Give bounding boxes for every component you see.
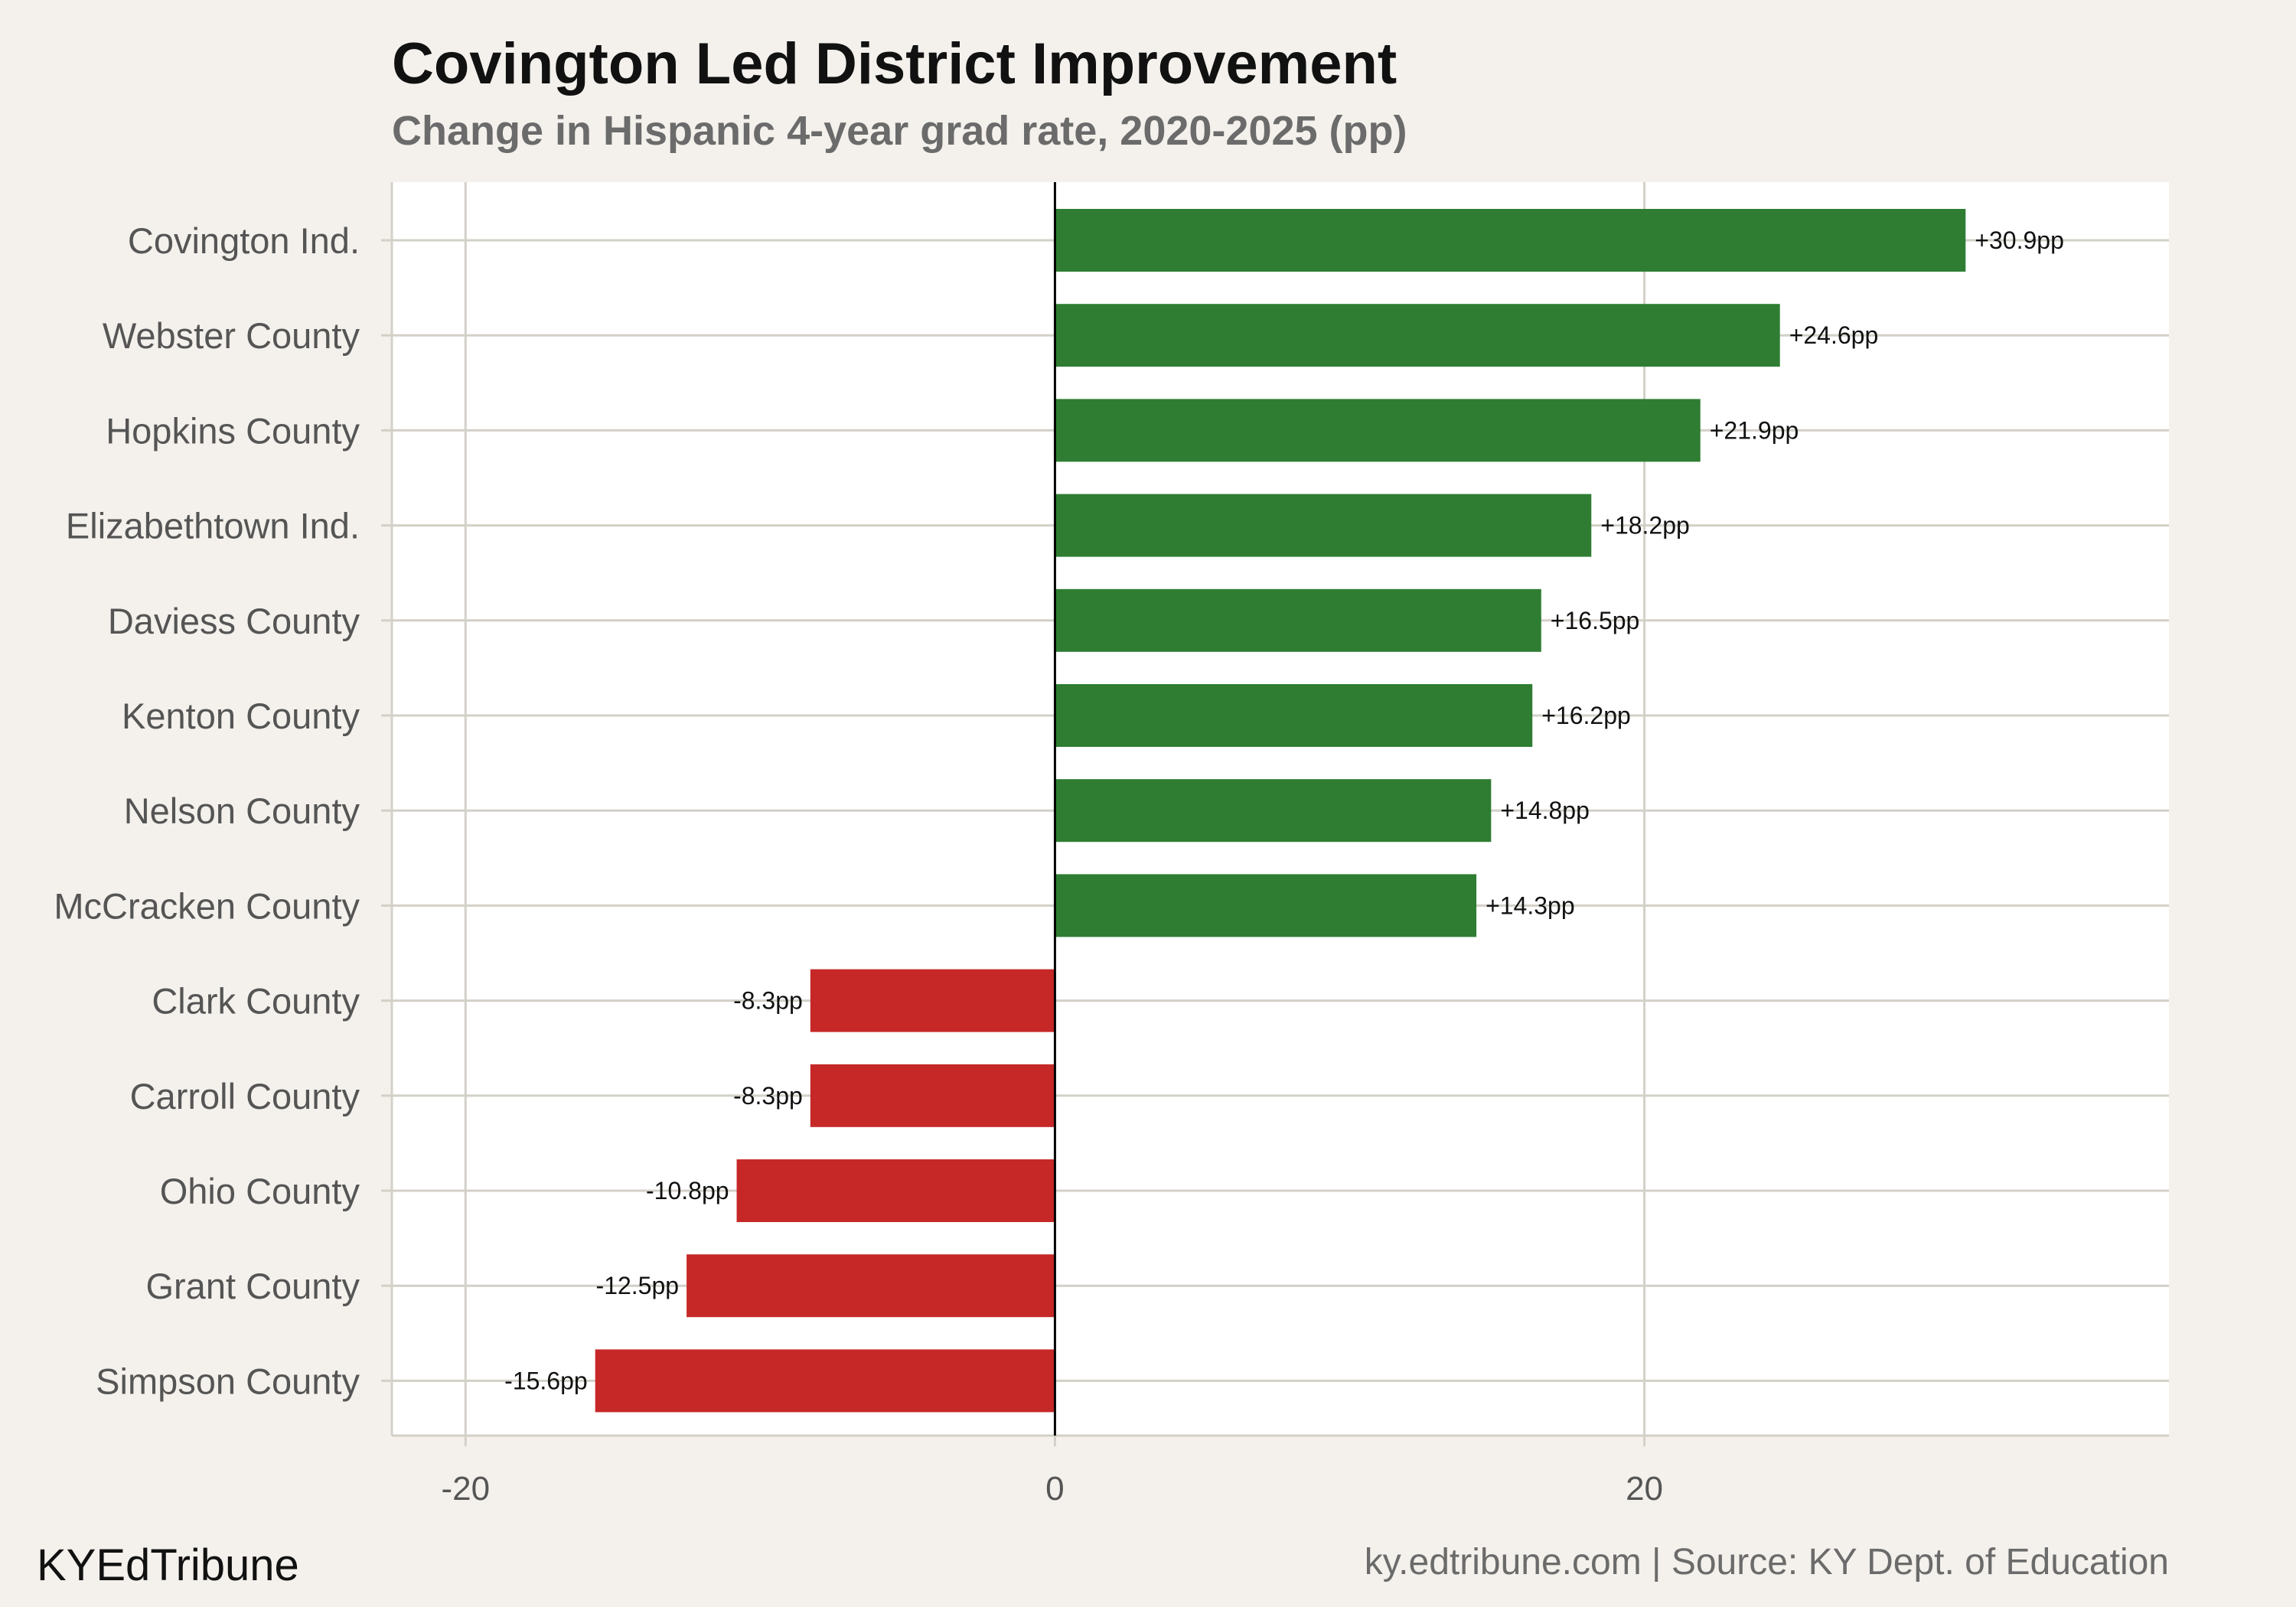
data-label: -12.5pp: [596, 1272, 680, 1299]
bar-grant-county: [687, 1254, 1055, 1318]
bar-clark-county: [810, 969, 1055, 1032]
data-label: -15.6pp: [504, 1367, 588, 1394]
category-label: Clark County: [152, 981, 360, 1022]
category-label: McCracken County: [54, 885, 360, 926]
bar-elizabethtown-ind: [1055, 494, 1592, 557]
chart-subtitle: Change in Hispanic 4-year grad rate, 202…: [392, 108, 1407, 154]
bar-hopkins-county: [1055, 399, 1701, 462]
chart-title: Covington Led District Improvement: [392, 31, 1397, 96]
data-label: +14.3pp: [1486, 892, 1575, 919]
data-label: +16.2pp: [1541, 702, 1631, 729]
x-tick-label: -20: [441, 1470, 490, 1508]
bar-mccracken-county: [1055, 874, 1477, 937]
brand-name: KYEdTribune: [37, 1540, 299, 1590]
bar-carroll-county: [810, 1064, 1055, 1127]
data-label: +21.9pp: [1710, 416, 1799, 444]
data-label: +30.9pp: [1975, 227, 2064, 254]
category-label: Ohio County: [160, 1171, 360, 1211]
category-label: Carroll County: [130, 1076, 360, 1116]
bar-simpson-county: [595, 1349, 1055, 1413]
x-tick-label: 20: [1626, 1470, 1663, 1508]
category-label: Covington Ind.: [128, 220, 360, 261]
category-label: Nelson County: [124, 790, 360, 831]
category-label: Elizabethtown Ind.: [66, 506, 360, 546]
bar-kenton-county: [1055, 684, 1533, 747]
bar-covington-ind: [1055, 209, 1966, 272]
data-label: +18.2pp: [1600, 512, 1690, 539]
data-label: +16.5pp: [1551, 607, 1640, 634]
data-label: -8.3pp: [733, 1082, 803, 1110]
x-tick-label: 0: [1045, 1470, 1064, 1508]
category-label: Grant County: [145, 1266, 360, 1306]
bar-webster-county: [1055, 304, 1780, 367]
data-label: -8.3pp: [733, 987, 803, 1015]
bar-nelson-county: [1055, 779, 1492, 843]
data-label: +24.6pp: [1789, 321, 1879, 349]
category-label: Simpson County: [96, 1361, 360, 1401]
data-label: -10.8pp: [646, 1177, 729, 1204]
category-label: Kenton County: [122, 696, 360, 736]
category-label: Hopkins County: [106, 410, 360, 451]
category-label: Daviess County: [108, 601, 360, 641]
bar-daviess-county: [1055, 588, 1541, 652]
source-note: ky.edtribune.com | Source: KY Dept. of E…: [1364, 1542, 2169, 1583]
category-label: Webster County: [103, 315, 360, 356]
bar-ohio-county: [736, 1159, 1055, 1222]
data-label: +14.8pp: [1500, 797, 1590, 824]
